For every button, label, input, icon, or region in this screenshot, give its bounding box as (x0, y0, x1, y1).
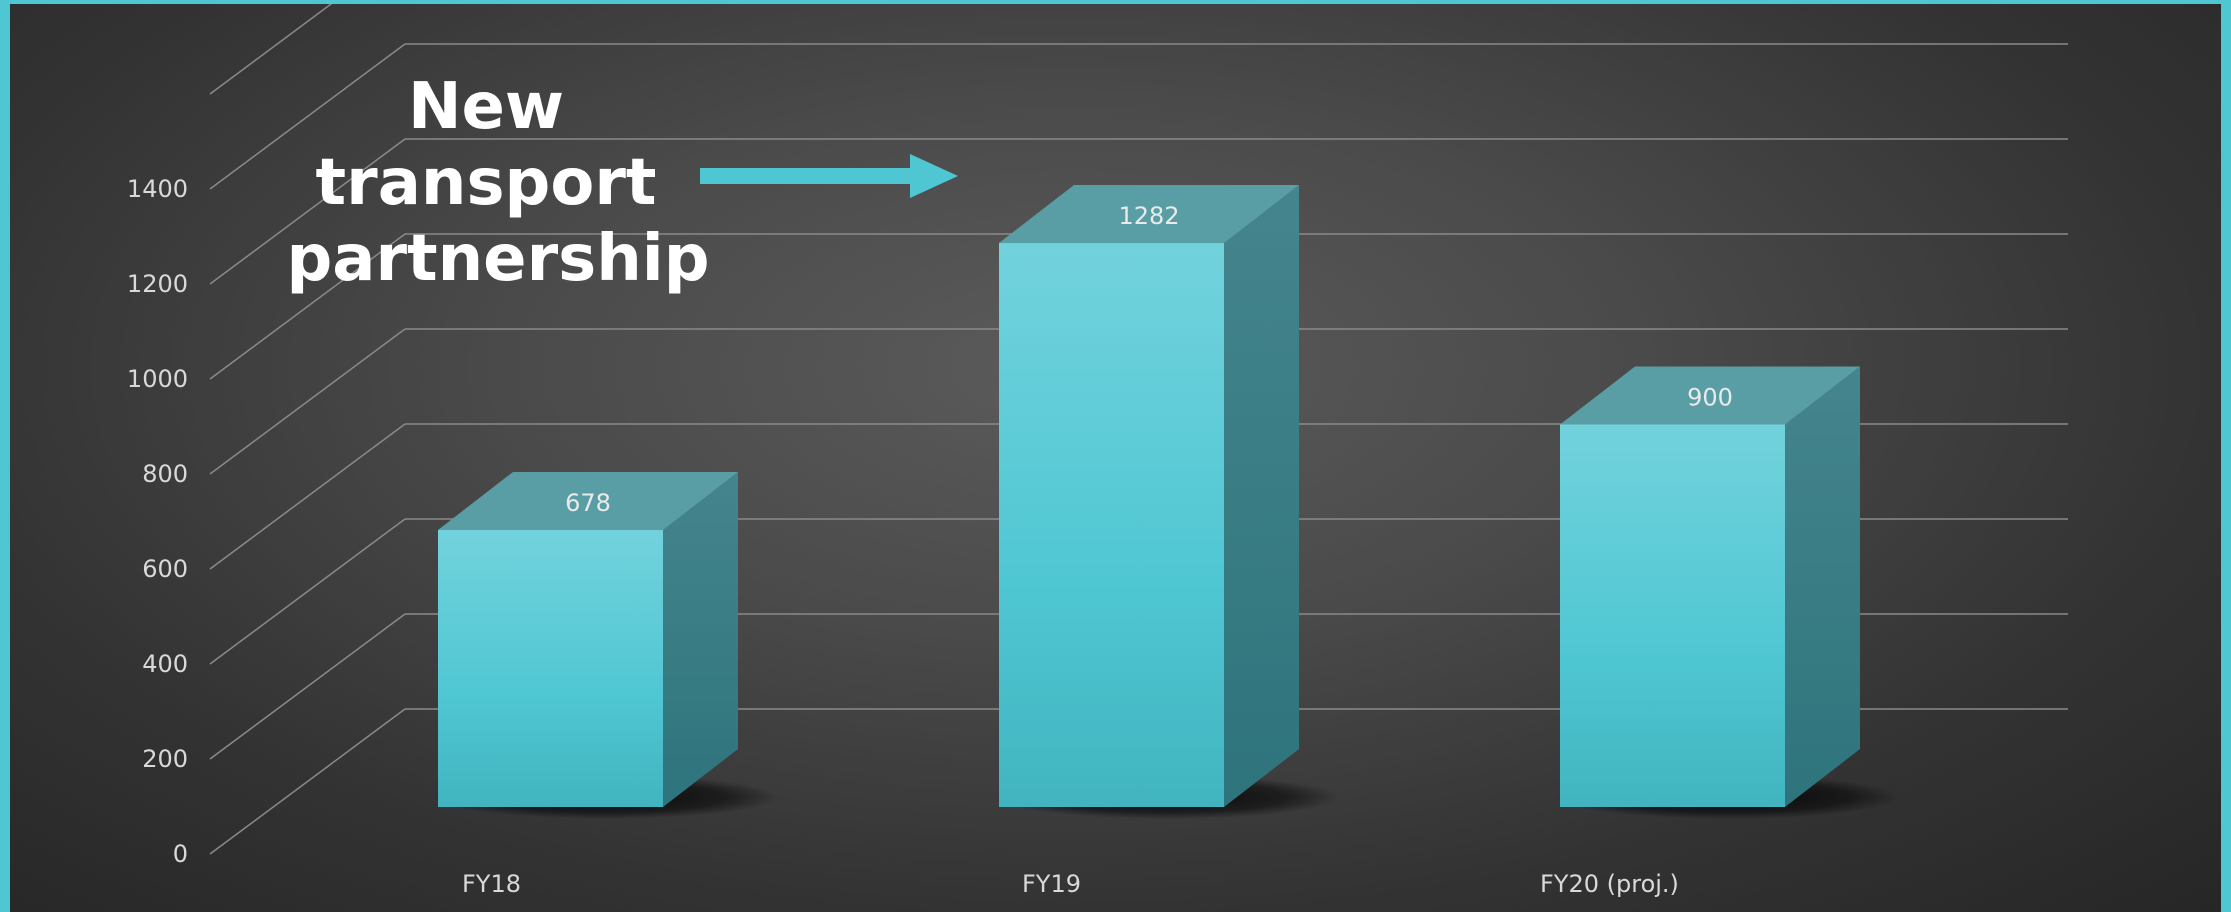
gridline-diagonal (209, 233, 406, 380)
bar-front (999, 243, 1224, 808)
gridline-diagonal (209, 43, 406, 190)
bar-data-label: 678 (565, 489, 611, 517)
y-tick-label: 800 (142, 460, 188, 488)
y-tick-label: 0 (173, 840, 188, 868)
x-tick-label: FY19 (1022, 870, 1081, 898)
bar-data-label: 900 (1687, 384, 1733, 412)
bar-chart: 0 200 400 600 800 1000 1200 1400 FY18 FY19 FY20 (… (127, 4, 2068, 898)
y-tick-label: 1000 (127, 365, 188, 393)
chart-frame: 0 200 400 600 800 1000 1200 1400 FY18 FY19 FY20 (… (10, 4, 2221, 912)
gridline-diagonal (209, 423, 406, 570)
gridline-diagonal (209, 613, 406, 760)
bar-top (999, 185, 1299, 244)
gridline-diagonal (209, 708, 406, 855)
y-tick-label: 1400 (127, 175, 188, 203)
annotation: New transport partnership (286, 70, 958, 296)
bar (994, 185, 1339, 819)
x-axis-ticks: FY18 FY19 FY20 (proj.) (462, 870, 1679, 898)
y-axis-ticks: 0 200 400 600 800 1000 1200 1400 (127, 175, 188, 868)
annotation-line-2: transport (316, 146, 657, 220)
bar-side (1785, 366, 1860, 807)
x-tick-label: FY20 (proj.) (1540, 870, 1679, 898)
bar-side (1224, 185, 1299, 808)
gridline-diagonal (209, 328, 406, 475)
bar-data-label: 1282 (1118, 202, 1179, 230)
arrow-icon (700, 154, 958, 198)
bar-side (663, 471, 738, 807)
y-tick-label: 600 (142, 555, 188, 583)
bar-front (1560, 424, 1785, 807)
bar (1555, 366, 1900, 819)
x-tick-label: FY18 (462, 870, 521, 898)
bar-top (1560, 366, 1860, 425)
bar (433, 471, 778, 819)
annotation-line-3: partnership (286, 222, 709, 296)
bar-top (438, 471, 738, 530)
gridline-diagonal (209, 138, 406, 285)
y-tick-label: 400 (142, 650, 188, 678)
bars: 678 1282 900 (433, 185, 1900, 819)
gridline-diagonal (209, 518, 406, 665)
y-tick-label: 1200 (127, 270, 188, 298)
y-tick-label: 200 (142, 745, 188, 773)
bar-front (438, 529, 663, 807)
gridline-diagonal (209, 4, 333, 95)
annotation-line-1: New (408, 70, 564, 144)
